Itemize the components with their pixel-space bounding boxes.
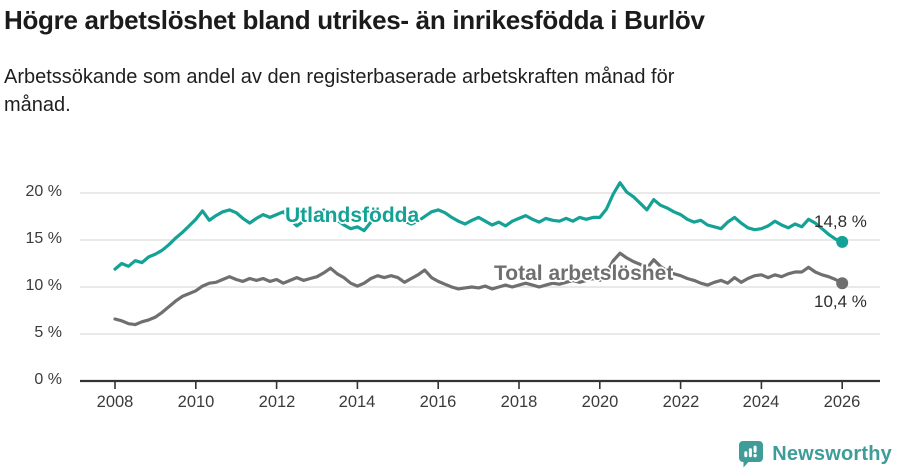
series-end-dot-total	[836, 277, 849, 290]
subtitle-line-1: Arbetssökande som andel av den registerb…	[4, 66, 675, 88]
x-axis-label: 2022	[662, 393, 700, 411]
x-axis-label: 2024	[742, 393, 780, 411]
x-axis-label: 2018	[500, 393, 538, 411]
brand-name: Newsworthy	[772, 442, 892, 465]
y-axis-label: 5 %	[34, 324, 62, 341]
x-axis-label: 2012	[258, 393, 296, 411]
series-label-total: Total arbetslöshet	[494, 262, 674, 285]
end-value-label-total: 10,4 %	[814, 292, 867, 311]
y-axis-label: 0 %	[34, 371, 62, 388]
newsworthy-chart-bubble-icon	[738, 440, 764, 468]
x-axis-label: 2010	[177, 393, 215, 411]
page-subtitle: Arbetssökande som andel av den registerb…	[4, 63, 674, 119]
x-axis-label: 2008	[96, 393, 134, 411]
series-label-utlandsfodda: Utlandsfödda	[285, 204, 420, 227]
series-end-dot-utlandsfodda	[836, 235, 849, 248]
x-axis-label: 2020	[581, 393, 619, 411]
series-line-total	[113, 251, 844, 327]
page-title: Högre arbetslöshet bland utrikes- än inr…	[4, 5, 705, 35]
x-axis-label: 2016	[419, 393, 457, 411]
series-line-utlandsfodda	[113, 181, 844, 271]
y-axis-label: 20 %	[25, 183, 62, 200]
subtitle-line-2: månad.	[4, 94, 71, 116]
y-axis-label: 15 %	[25, 230, 62, 247]
end-value-label-utlandsfodda: 14,8 %	[814, 212, 867, 231]
y-axis-label: 10 %	[25, 277, 62, 294]
x-axis-label: 2026	[823, 393, 861, 411]
x-axis-label: 2014	[338, 393, 376, 411]
brand-footer[interactable]: Newsworthy	[738, 440, 892, 468]
